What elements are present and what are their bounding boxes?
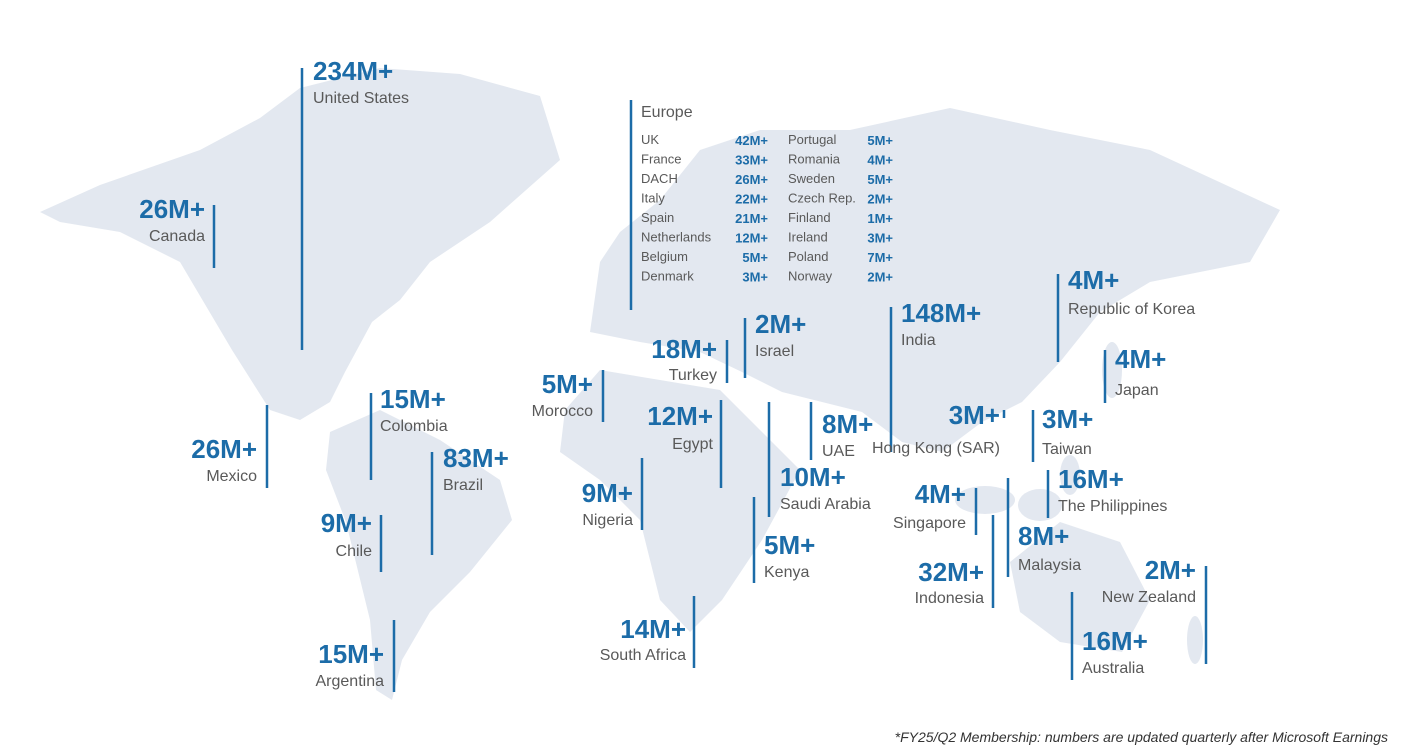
europe-value: 22M+ bbox=[735, 192, 768, 207]
europe-country: Finland bbox=[788, 210, 831, 225]
region-name: Kenya bbox=[764, 564, 809, 581]
region-name: UAE bbox=[822, 443, 855, 460]
region-labels: 234M+ United States 26M+ Canada 26M+ Mexico 15… bbox=[139, 56, 1208, 692]
region-value: 26M+ bbox=[191, 434, 257, 464]
region-name: Canada bbox=[149, 228, 205, 245]
europe-country: Ireland bbox=[788, 230, 828, 245]
region-name: Malaysia bbox=[1018, 557, 1081, 574]
region-value: 14M+ bbox=[620, 614, 686, 644]
region-value: 3M+ bbox=[949, 400, 1000, 430]
region-name: Mexico bbox=[206, 468, 257, 485]
region-value: 5M+ bbox=[764, 530, 815, 560]
europe-value: 33M+ bbox=[735, 153, 768, 168]
region-name: Taiwan bbox=[1042, 441, 1092, 458]
region-value: 2M+ bbox=[755, 309, 806, 339]
region-value: 2M+ bbox=[1145, 555, 1196, 585]
region-value: 16M+ bbox=[1082, 626, 1148, 656]
region-value: 8M+ bbox=[1018, 521, 1069, 551]
europe-value: 4M+ bbox=[867, 153, 893, 168]
region-name: Japan bbox=[1115, 382, 1159, 399]
region-value: 8M+ bbox=[822, 409, 873, 439]
region-value: 12M+ bbox=[647, 401, 713, 431]
europe-value: 3M+ bbox=[867, 231, 893, 246]
europe-country: Belgium bbox=[641, 249, 688, 264]
europe-country: Denmark bbox=[641, 269, 694, 284]
europe-value: 5M+ bbox=[867, 133, 893, 148]
europe-country: DACH bbox=[641, 171, 678, 186]
region-name: Colombia bbox=[380, 418, 448, 435]
europe-country: Netherlands bbox=[641, 230, 712, 245]
region-value: 4M+ bbox=[1115, 344, 1166, 374]
europe-country: Sweden bbox=[788, 171, 835, 186]
region-value: 3M+ bbox=[1042, 404, 1093, 434]
region-name: Morocco bbox=[532, 403, 593, 420]
region-value: 15M+ bbox=[380, 384, 446, 414]
region-name: The Philippines bbox=[1058, 498, 1167, 515]
europe-country: Portugal bbox=[788, 132, 837, 147]
region-value: 18M+ bbox=[651, 334, 717, 364]
region-name: Singapore bbox=[893, 515, 966, 532]
region-value: 4M+ bbox=[915, 479, 966, 509]
region-value: 4M+ bbox=[1068, 265, 1119, 295]
europe-country: Italy bbox=[641, 191, 665, 206]
europe-country: Norway bbox=[788, 269, 833, 284]
region-value: 16M+ bbox=[1058, 464, 1124, 494]
europe-value: 1M+ bbox=[867, 211, 893, 226]
region-value: 5M+ bbox=[542, 369, 593, 399]
region-value: 148M+ bbox=[901, 298, 981, 328]
region-value: 9M+ bbox=[321, 508, 372, 538]
region-name: Brazil bbox=[443, 477, 483, 494]
europe-country: Czech Rep. bbox=[788, 191, 856, 206]
europe-value: 21M+ bbox=[735, 211, 768, 226]
region-name: India bbox=[901, 332, 936, 349]
region-name: Republic of Korea bbox=[1068, 301, 1195, 318]
region-name: Australia bbox=[1082, 660, 1144, 677]
europe-value: 7M+ bbox=[867, 250, 893, 265]
europe-value: 2M+ bbox=[867, 192, 893, 207]
region-value: 15M+ bbox=[318, 639, 384, 669]
region-value: 83M+ bbox=[443, 443, 509, 473]
europe-country: UK bbox=[641, 132, 659, 147]
region-value: 26M+ bbox=[139, 194, 205, 224]
europe-title: Europe bbox=[641, 104, 693, 121]
region-name: New Zealand bbox=[1102, 589, 1196, 606]
europe-value: 5M+ bbox=[742, 250, 768, 265]
region-value: 32M+ bbox=[918, 557, 984, 587]
region-name: Nigeria bbox=[582, 512, 633, 529]
europe-panel: Europe UK 42M+ France 33M+ DACH 26M+ Italy 22M+… bbox=[629, 100, 893, 310]
region-name: United States bbox=[313, 90, 409, 107]
world-map bbox=[40, 68, 1280, 700]
europe-value: 12M+ bbox=[735, 231, 768, 246]
region-name: Turkey bbox=[669, 367, 717, 384]
europe-country: France bbox=[641, 152, 681, 167]
region-name: Israel bbox=[755, 343, 794, 360]
europe-value: 5M+ bbox=[867, 172, 893, 187]
region-name: Saudi Arabia bbox=[780, 496, 871, 513]
region-name: Argentina bbox=[316, 673, 385, 690]
europe-value: 2M+ bbox=[867, 270, 893, 285]
region-value: 9M+ bbox=[582, 478, 633, 508]
region-name: Indonesia bbox=[915, 590, 984, 607]
europe-value: 3M+ bbox=[742, 270, 768, 285]
region-name: Hong Kong (SAR) bbox=[872, 440, 1000, 457]
europe-country: Spain bbox=[641, 210, 674, 225]
region-value: 10M+ bbox=[780, 462, 846, 492]
europe-value: 26M+ bbox=[735, 172, 768, 187]
europe-country: Romania bbox=[788, 152, 841, 167]
europe-country: Poland bbox=[788, 249, 828, 264]
region-value: 234M+ bbox=[313, 56, 393, 86]
region-name: Egypt bbox=[672, 436, 713, 453]
europe-value: 42M+ bbox=[735, 133, 768, 148]
region-name: South Africa bbox=[600, 647, 686, 664]
region-name: Chile bbox=[336, 543, 373, 560]
footnote: *FY25/Q2 Membership: numbers are updated… bbox=[895, 729, 1388, 745]
